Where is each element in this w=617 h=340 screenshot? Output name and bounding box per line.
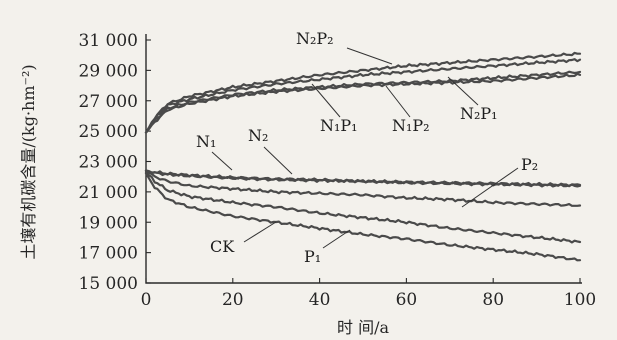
series-leader (447, 76, 479, 106)
x-tick-label: 0 (141, 290, 152, 310)
y-tick-label: 27 000 (79, 92, 138, 112)
series-leader (461, 167, 519, 208)
x-tick-label: 100 (564, 290, 596, 310)
series-leader (322, 229, 351, 249)
label-leaders (211, 47, 519, 249)
series-lines (144, 51, 582, 262)
series-leader (311, 83, 341, 118)
x-tick-label: 60 (396, 290, 418, 310)
y-tick-label: 17 000 (79, 244, 138, 264)
y-tick-label: 25 000 (79, 122, 138, 142)
y-tick-label: 19 000 (79, 213, 138, 233)
series-label: CK (210, 237, 235, 256)
series-label: N₁P₂ (392, 116, 430, 135)
y-tick-label: 21 000 (79, 183, 138, 203)
series-leader (211, 151, 233, 171)
series-label: N₂P₁ (460, 104, 498, 123)
y-axis-label: 土壤有机碳含量/(kg·hm⁻²) (19, 64, 38, 259)
series-line (144, 169, 582, 188)
series-leader (385, 85, 411, 118)
y-tick-label: 31 000 (79, 31, 138, 51)
series-line (144, 171, 582, 244)
series-label: N₁P₁ (320, 116, 358, 135)
series-line (144, 169, 582, 207)
x-tick-label: 20 (222, 290, 244, 310)
series-label: P₁ (304, 247, 321, 266)
x-axis-label: 时 间/a (337, 318, 389, 337)
y-tick-label: 15 000 (79, 274, 138, 294)
series-leader (243, 221, 277, 243)
series-label: N₂ (248, 126, 268, 145)
series-leader (263, 146, 293, 175)
tick-marks (145, 39, 581, 284)
series-line (144, 172, 582, 262)
series-label: N₁ (196, 132, 216, 151)
y-tick-label: 29 000 (79, 61, 138, 81)
series-label: N₂P₂ (296, 29, 334, 48)
x-tick-label: 80 (482, 290, 504, 310)
series-line (144, 58, 582, 134)
tick-labels: 15 000 17 000 19 000 21 000 23 000 25 000 27 0… (79, 31, 597, 310)
series-leader (346, 47, 393, 65)
series-line (144, 72, 582, 134)
series-line (144, 51, 582, 134)
series-label: P₂ (521, 155, 538, 174)
y-tick-label: 23 000 (79, 153, 138, 173)
x-tick-label: 40 (309, 290, 331, 310)
